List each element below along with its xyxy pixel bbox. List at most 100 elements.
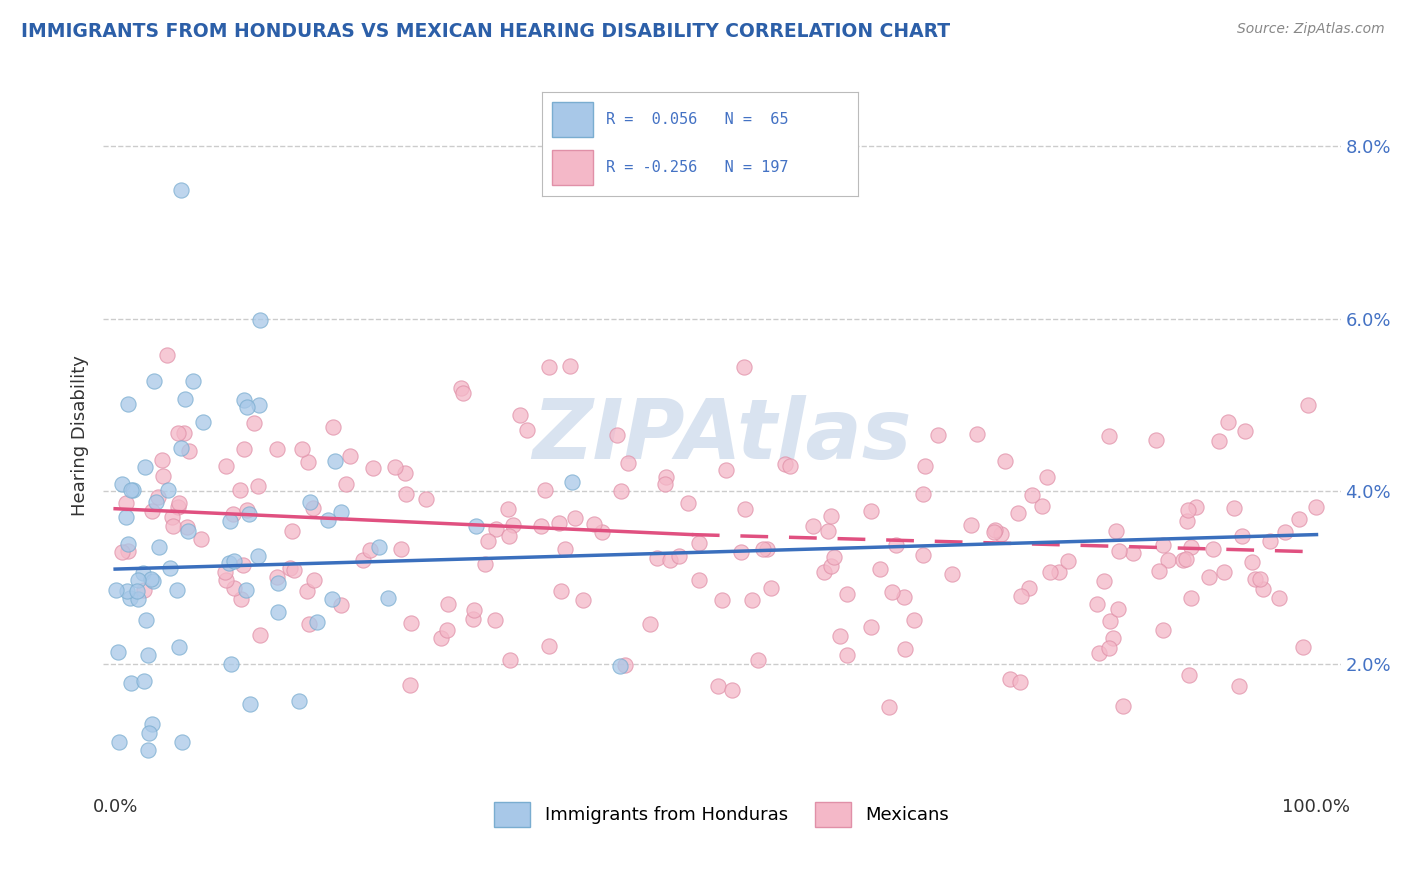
Point: [477, 534, 499, 549]
Point: [394, 466, 416, 480]
Point: [335, 477, 357, 491]
Point: [329, 505, 352, 519]
Point: [305, 615, 328, 629]
Point: [368, 540, 391, 554]
Point: [538, 360, 561, 375]
Point: [498, 529, 520, 543]
Point: [377, 591, 399, 605]
Point: [912, 548, 935, 562]
Point: [1180, 540, 1202, 554]
Point: [170, 442, 193, 456]
Point: [1031, 500, 1053, 514]
Point: [232, 442, 254, 456]
Point: [1018, 581, 1040, 595]
Point: [235, 583, 257, 598]
Point: [994, 454, 1017, 468]
Point: [451, 385, 474, 400]
Point: [707, 679, 730, 693]
Point: [214, 565, 236, 579]
Point: [283, 563, 305, 577]
Point: [359, 542, 381, 557]
Point: [1177, 503, 1199, 517]
Point: [183, 374, 205, 388]
Point: [117, 537, 139, 551]
Point: [773, 457, 796, 471]
Point: [138, 726, 160, 740]
Point: [236, 503, 259, 517]
Point: [166, 426, 188, 441]
Point: [1234, 424, 1257, 438]
Point: [1243, 572, 1265, 586]
Point: [1122, 546, 1144, 560]
Point: [111, 545, 134, 559]
Point: [1288, 511, 1310, 525]
Point: [1007, 506, 1029, 520]
Point: [474, 557, 496, 571]
Point: [298, 617, 321, 632]
Point: [174, 392, 197, 406]
Point: [534, 483, 557, 497]
Point: [502, 518, 524, 533]
Point: [121, 676, 143, 690]
Point: [564, 511, 586, 525]
Point: [927, 428, 949, 442]
Point: [509, 409, 531, 423]
Point: [107, 734, 129, 748]
Point: [1108, 544, 1130, 558]
Point: [1047, 565, 1070, 579]
Point: [830, 629, 852, 643]
Point: [136, 648, 159, 662]
Point: [984, 523, 1007, 537]
Point: [127, 592, 149, 607]
Point: [582, 516, 605, 531]
Point: [1147, 564, 1170, 578]
Point: [141, 717, 163, 731]
Point: [1035, 470, 1057, 484]
Point: [751, 541, 773, 556]
Point: [485, 522, 508, 536]
Point: [105, 582, 128, 597]
Point: [1202, 541, 1225, 556]
Point: [222, 554, 245, 568]
Point: [837, 587, 859, 601]
Point: [339, 449, 361, 463]
Point: [1175, 514, 1198, 528]
Point: [229, 591, 252, 606]
Point: [145, 495, 167, 509]
Point: [998, 672, 1021, 686]
Point: [1112, 698, 1135, 713]
Point: [297, 455, 319, 469]
Point: [117, 397, 139, 411]
Point: [302, 574, 325, 588]
Point: [530, 518, 553, 533]
Point: [125, 583, 148, 598]
Point: [911, 486, 934, 500]
Point: [430, 632, 453, 646]
Point: [238, 507, 260, 521]
Point: [720, 683, 742, 698]
Point: [114, 496, 136, 510]
Point: [914, 458, 936, 473]
Point: [148, 541, 170, 555]
Point: [134, 459, 156, 474]
Point: [1039, 565, 1062, 579]
Point: [122, 483, 145, 498]
Point: [959, 518, 981, 533]
Point: [659, 553, 682, 567]
Point: [548, 516, 571, 530]
Point: [463, 612, 485, 626]
Point: [710, 592, 733, 607]
Point: [167, 500, 190, 514]
Point: [730, 545, 752, 559]
Point: [779, 459, 801, 474]
Point: [941, 567, 963, 582]
Point: [291, 442, 314, 457]
Point: [352, 553, 374, 567]
Point: [127, 573, 149, 587]
Text: IMMIGRANTS FROM HONDURAS VS MEXICAN HEARING DISABILITY CORRELATION CHART: IMMIGRANTS FROM HONDURAS VS MEXICAN HEAR…: [21, 22, 950, 41]
Point: [676, 496, 699, 510]
Point: [572, 592, 595, 607]
Point: [756, 541, 779, 556]
Point: [734, 501, 756, 516]
Point: [135, 613, 157, 627]
